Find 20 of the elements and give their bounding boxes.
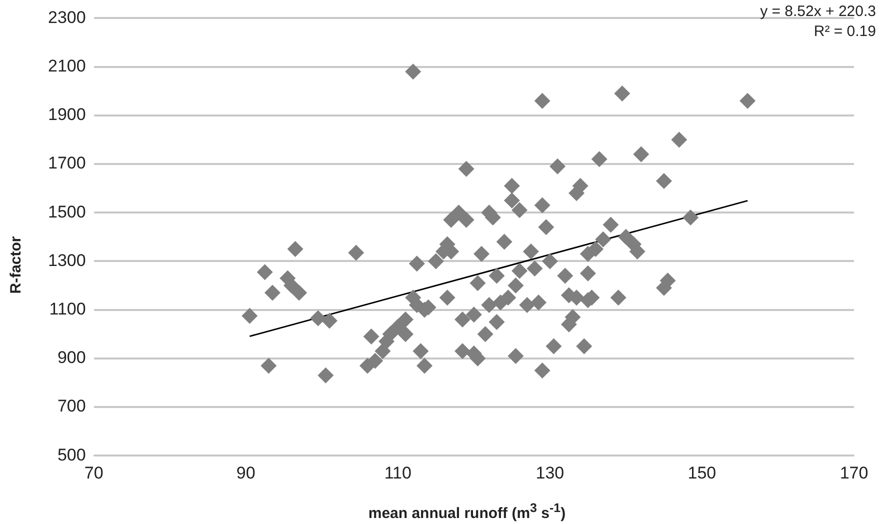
x-tick-label: 130 — [536, 463, 564, 482]
annotation: y = 8.52x + 220.3 — [760, 2, 876, 22]
y-tick-label: 700 — [57, 396, 86, 416]
x-tick-label: 150 — [688, 463, 716, 482]
y-tick-label: 900 — [57, 348, 86, 368]
annotation: R² = 0.19 — [812, 22, 876, 42]
y-tick-label: 1100 — [49, 299, 86, 318]
y-tick-label: 500 — [57, 445, 86, 464]
y-tick-label: 1700 — [48, 154, 86, 173]
y-tick-label: 1500 — [48, 202, 86, 222]
x-tick-label: 110 — [384, 463, 412, 482]
y-tick-label: 2100 — [48, 56, 86, 76]
y-tick-label: 2300 — [48, 8, 86, 27]
y-axis-title: R-factor — [8, 236, 24, 294]
x-tick-label: 70 — [84, 463, 104, 482]
x-tick-label: 170 — [840, 463, 868, 482]
x-tick-label: 90 — [236, 463, 256, 482]
y-tick-label: 1300 — [48, 250, 86, 270]
x-axis-title: mean annual runoff (m$^{3}$ s$^{-1}$) — [367, 501, 567, 522]
y-tick-label: 1900 — [48, 105, 86, 124]
